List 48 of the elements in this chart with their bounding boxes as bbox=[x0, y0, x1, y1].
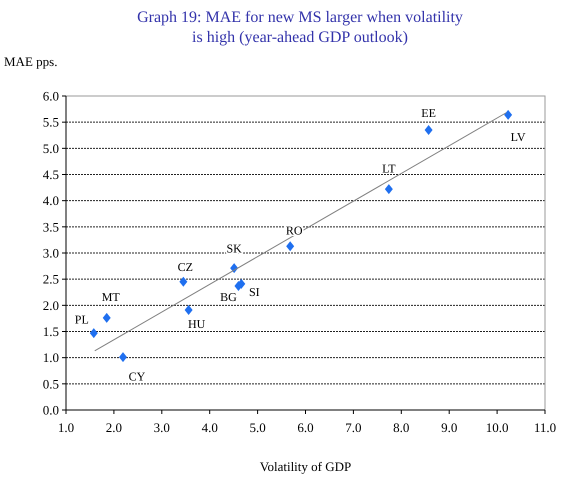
y-tick-label: 4.0 bbox=[42, 193, 59, 208]
annotation: LV bbox=[510, 130, 526, 144]
y-tick-label: 2.0 bbox=[42, 298, 59, 313]
x-tick-label: 5.0 bbox=[249, 420, 266, 435]
point bbox=[179, 276, 188, 287]
point bbox=[184, 305, 193, 316]
annotation: PL bbox=[74, 312, 89, 326]
x-tick-label: 1.0 bbox=[58, 420, 74, 435]
annotation: BG bbox=[220, 290, 238, 304]
annotation: MT bbox=[102, 290, 120, 304]
x-tick-label: 9.0 bbox=[441, 420, 458, 435]
annotation: EE bbox=[421, 106, 436, 120]
point bbox=[504, 110, 512, 120]
chart-title: Graph 19: MAE for new MS larger when volatility is high (year-ahead GDP outlook) bbox=[137, 9, 463, 46]
point bbox=[286, 241, 294, 252]
x-tick-label: 7.0 bbox=[345, 420, 362, 435]
annotation: HU bbox=[188, 317, 206, 332]
x-tick-label: 8.0 bbox=[393, 420, 410, 435]
y-axis-title: MAE pps. bbox=[4, 54, 58, 69]
y-tick-label: 5.0 bbox=[42, 140, 59, 156]
y-tick-label: 1.0 bbox=[42, 350, 59, 366]
x-tick-label: 10.0 bbox=[486, 420, 508, 435]
y-tick-label: 3.0 bbox=[42, 246, 59, 261]
y-tick-label: 6.0 bbox=[42, 88, 59, 104]
annotation: SI bbox=[248, 285, 260, 300]
point bbox=[90, 328, 98, 338]
point bbox=[119, 352, 127, 362]
x-tick-label: 3.0 bbox=[154, 420, 170, 435]
y-tick-label: 4.5 bbox=[42, 167, 59, 182]
y-tick-label: 0.5 bbox=[42, 376, 59, 392]
annotation: RO bbox=[286, 223, 303, 238]
y-tick-label: 3.5 bbox=[42, 219, 59, 234]
y-tick-label: 1.5 bbox=[42, 324, 59, 340]
y-tick-label: 5.5 bbox=[42, 114, 59, 130]
x-axis-title: Volatility of GDP bbox=[260, 459, 352, 474]
annotation: CZ bbox=[178, 260, 194, 274]
x-tick-label: 11.0 bbox=[534, 420, 556, 435]
x-tick-label: 4.0 bbox=[202, 420, 218, 435]
x-tick-label: 6.0 bbox=[297, 420, 314, 435]
annotation: SK bbox=[226, 241, 242, 256]
point bbox=[102, 312, 111, 323]
y-tick-label: 2.5 bbox=[42, 272, 59, 287]
point bbox=[424, 125, 433, 136]
y-tick-label: 0.0 bbox=[42, 402, 59, 418]
x-tick-label: 2.0 bbox=[106, 420, 122, 435]
annotation: CY bbox=[128, 369, 146, 384]
annotation: LT bbox=[382, 161, 396, 176]
point bbox=[384, 184, 393, 194]
